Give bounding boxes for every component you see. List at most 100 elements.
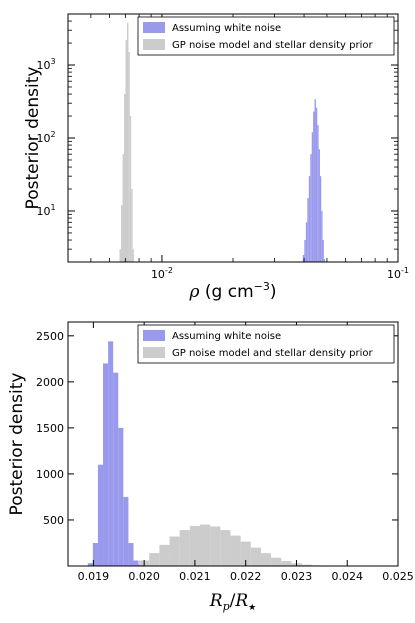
panel-radius-ratio-frame [67, 321, 399, 567]
hist-bar-white-noise-13 [321, 210, 323, 262]
hist-bar-white-noise-14 [322, 240, 324, 262]
hist-bar-white-noise-9 [315, 107, 318, 262]
panel-density: 10-2 10-1 101 102 103 Posterior density ρ (g… [23, 13, 409, 302]
hist-bar-gp-noise-13 [250, 547, 261, 566]
y-tick-label-0: 500 [43, 514, 64, 527]
hist-bar-white-noise-8 [314, 99, 316, 262]
hist-bar-white-noise-5 [113, 372, 119, 566]
hist-bar-white-noise-3 [103, 363, 109, 566]
hist-bar-gp-noise-0 [119, 249, 122, 262]
x-tick-label-3: 0.022 [230, 570, 262, 583]
hist-bar-white-noise-1 [304, 240, 306, 262]
hist-bar-gp-noise-4 [125, 40, 127, 262]
legend-label-gp-noise: GP noise model and stellar density prior [172, 40, 373, 51]
panel-density-bars [119, 22, 326, 263]
hist-bar-white-noise-8 [128, 542, 134, 566]
legend-label-white-noise: Assuming white noise [172, 23, 281, 34]
hist-bar-white-noise-4 [108, 341, 114, 566]
xlabel-slash: / [230, 591, 236, 611]
panel-density-xlabel: ρ (g cm−3) [189, 280, 277, 302]
hist-bar-white-noise-7 [123, 496, 129, 566]
hist-bar-gp-noise-7 [129, 116, 132, 262]
y-tick-label-3: 2000 [36, 376, 64, 389]
hist-bar-gp-noise-9 [210, 526, 221, 566]
hist-bar-gp-noise-2 [122, 154, 125, 262]
hist-bar-white-noise-12 [319, 176, 322, 262]
panel-radius-ratio-ylabel: Posterior density [7, 373, 27, 516]
hist-bar-white-noise-1 [92, 542, 98, 566]
legend-swatch-white-noise [143, 330, 165, 341]
x-tick-label-5: 0.024 [331, 570, 363, 583]
xlabel-star-sub: ★ [248, 603, 256, 613]
panel-radius-ratio-legend: Assuming white noise GP noise model and … [137, 324, 395, 364]
hist-bar-gp-noise-16 [281, 560, 292, 566]
panel-density-ticks: 10-2 10-1 101 102 103 [36, 14, 409, 281]
legend-box [137, 324, 395, 364]
legend-swatch-gp-noise [143, 39, 165, 50]
y-tick-label-1: 1000 [36, 468, 64, 481]
x-tick-label-1: 10-1 [387, 266, 409, 281]
panel-radius-ratio-bars [87, 341, 343, 566]
y-tick-label-2: 1500 [36, 422, 64, 435]
hist-bar-white-noise-9 [133, 560, 139, 566]
hist-bar-white-noise-6 [118, 427, 124, 566]
hist-bar-gp-noise-5 [169, 536, 180, 566]
hist-bar-white-noise-4 [308, 176, 311, 262]
hist-bar-white-noise-2 [97, 464, 104, 566]
hist-bar-white-noise-2 [305, 222, 308, 262]
hist-bar-white-noise-7 [313, 111, 315, 262]
hist-bar-gp-noise-15 [271, 557, 282, 566]
hist-bar-gp-noise-7 [189, 525, 200, 566]
x-tick-label-4: 0.023 [281, 570, 313, 583]
hist-bar-white-noise-11 [318, 149, 320, 262]
legend-label-white-noise: Assuming white noise [172, 331, 281, 342]
hist-bar-gp-noise-10 [220, 530, 231, 566]
panel-radius-ratio-xlabel: Rp/R★ [209, 591, 256, 613]
xlabel-rho-exp: −3 [254, 280, 270, 293]
hist-bar-gp-noise-8 [131, 189, 133, 262]
hist-bar-white-noise-3 [307, 198, 309, 262]
x-tick-label-2: 0.021 [179, 570, 211, 583]
hist-bar-white-noise-10 [317, 125, 319, 262]
hist-bar-gp-noise-9 [132, 249, 134, 262]
panel-density-legend: Assuming white noise GP noise model and … [137, 16, 395, 56]
xlabel-r-star: R [234, 591, 248, 611]
hist-bar-gp-noise-8 [200, 524, 211, 566]
x-tick-label-0: 0.019 [78, 570, 110, 583]
hist-bar-gp-noise-6 [179, 530, 190, 566]
hist-bar-white-noise-0 [302, 254, 305, 262]
hist-bar-white-noise-15 [323, 258, 326, 262]
x-tick-label-0: 10-2 [151, 266, 173, 281]
hist-bar-white-noise-0 [87, 563, 93, 566]
legend-box [137, 16, 395, 56]
legend-swatch-gp-noise [143, 347, 165, 358]
xlabel-r: R [209, 591, 223, 611]
hist-bar-white-noise-5 [310, 154, 312, 262]
x-tick-label-6: 0.025 [382, 570, 414, 583]
y-tick-label-4: 2500 [36, 330, 64, 343]
hist-bar-gp-noise-11 [230, 535, 241, 566]
panel-radius-ratio-ticks: 0.019 0.020 0.021 0.022 0.023 0.024 0.025 500 10… [36, 322, 414, 583]
panel-density-ylabel: Posterior density [23, 67, 43, 210]
y-tick-label-0: 101 [36, 203, 55, 218]
xlabel-p-sub: p [223, 600, 230, 613]
y-tick-label-2: 103 [36, 57, 55, 72]
hist-bar-gp-noise-6 [128, 52, 130, 263]
hist-bar-gp-noise-4 [159, 544, 170, 566]
hist-bar-gp-noise-3 [149, 553, 160, 566]
xlabel-rho-symbol: ρ [189, 282, 200, 302]
hist-bar-white-noise-6 [311, 132, 314, 262]
legend-label-gp-noise: GP noise model and stellar density prior [172, 348, 373, 359]
hist-bar-gp-noise-5 [126, 22, 129, 262]
panel-radius-ratio: 0.019 0.020 0.021 0.022 0.023 0.024 0.025 500 10… [7, 321, 414, 613]
xlabel-rho-close: ) [270, 282, 277, 302]
hist-bar-gp-noise-3 [124, 94, 126, 262]
legend-swatch-white-noise [143, 22, 165, 33]
hist-bar-gp-noise-12 [240, 541, 251, 566]
hist-bar-gp-noise-18 [301, 564, 312, 566]
xlabel-rho-units: (g cm [200, 282, 254, 302]
hist-bar-gp-noise-14 [260, 553, 272, 566]
y-tick-label-1: 102 [36, 130, 55, 145]
x-tick-label-1: 0.020 [128, 570, 160, 583]
